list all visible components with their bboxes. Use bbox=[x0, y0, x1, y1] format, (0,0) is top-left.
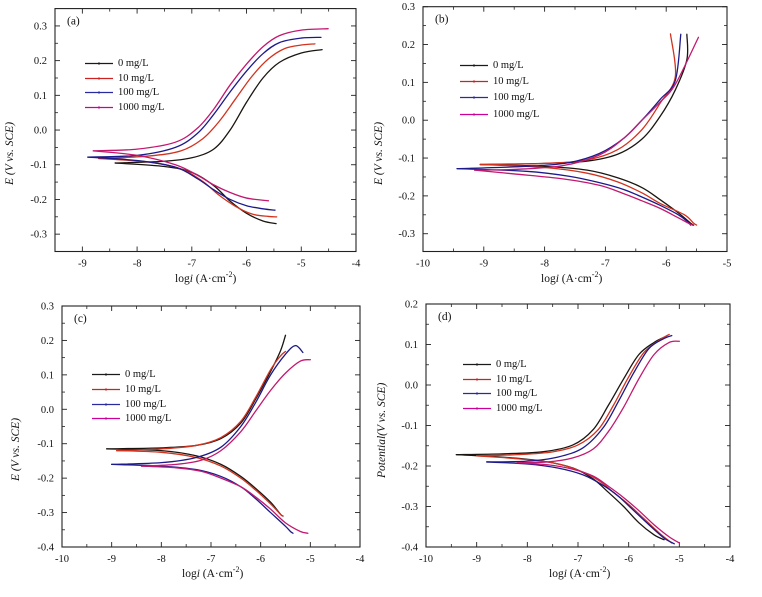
svg-text:-7: -7 bbox=[207, 554, 216, 565]
svg-text:0.0: 0.0 bbox=[41, 405, 54, 416]
svg-text:-0.2: -0.2 bbox=[30, 195, 47, 206]
svg-text:-0.4: -0.4 bbox=[401, 543, 418, 554]
svg-text:0.3: 0.3 bbox=[41, 302, 54, 313]
svg-text:0.1: 0.1 bbox=[34, 91, 47, 102]
svg-text:-5: -5 bbox=[297, 259, 306, 270]
svg-text:-10: -10 bbox=[416, 259, 430, 270]
svg-text:-8: -8 bbox=[133, 259, 142, 270]
svg-text:0.2: 0.2 bbox=[402, 40, 415, 51]
svg-text:-10: -10 bbox=[419, 554, 433, 565]
svg-text:(c): (c) bbox=[74, 313, 87, 325]
svg-text:0.1: 0.1 bbox=[41, 370, 54, 381]
svg-text:(d): (d) bbox=[438, 311, 452, 323]
svg-text:-9: -9 bbox=[107, 554, 116, 565]
svg-text:-7: -7 bbox=[187, 259, 196, 270]
svg-text:-9: -9 bbox=[472, 554, 481, 565]
svg-text:-4: -4 bbox=[356, 554, 365, 565]
svg-text:-0.3: -0.3 bbox=[401, 502, 418, 513]
svg-text:-0.1: -0.1 bbox=[30, 160, 47, 171]
svg-text:-6: -6 bbox=[624, 554, 633, 565]
svg-text:-7: -7 bbox=[601, 259, 610, 270]
svg-text:-0.3: -0.3 bbox=[30, 230, 47, 241]
svg-text:(a): (a) bbox=[67, 16, 80, 28]
svg-text:-5: -5 bbox=[306, 554, 315, 565]
svg-text:-0.1: -0.1 bbox=[401, 421, 418, 432]
svg-text:0.0: 0.0 bbox=[405, 381, 418, 392]
svg-text:-0.1: -0.1 bbox=[37, 439, 54, 450]
svg-text:(b): (b) bbox=[435, 14, 449, 26]
svg-text:0.2: 0.2 bbox=[34, 56, 47, 67]
svg-text:-8: -8 bbox=[523, 554, 532, 565]
svg-text:-9: -9 bbox=[78, 259, 87, 270]
svg-text:-6: -6 bbox=[242, 259, 251, 270]
svg-text:0.1: 0.1 bbox=[402, 78, 415, 89]
svg-text:-5: -5 bbox=[675, 554, 684, 565]
svg-text:-6: -6 bbox=[662, 259, 671, 270]
svg-text:0.2: 0.2 bbox=[405, 300, 418, 311]
svg-text:-0.4: -0.4 bbox=[37, 543, 54, 554]
svg-text:-0.1: -0.1 bbox=[398, 154, 415, 165]
svg-text:0.0: 0.0 bbox=[34, 126, 47, 137]
svg-text:-7: -7 bbox=[574, 554, 583, 565]
svg-text:-4: -4 bbox=[352, 259, 361, 270]
svg-text:-5: -5 bbox=[723, 259, 732, 270]
svg-text:-0.3: -0.3 bbox=[37, 508, 54, 519]
svg-text:-0.2: -0.2 bbox=[401, 462, 418, 473]
svg-text:0.2: 0.2 bbox=[41, 336, 54, 347]
svg-text:-10: -10 bbox=[55, 554, 69, 565]
svg-text:-8: -8 bbox=[157, 554, 166, 565]
svg-text:0.1: 0.1 bbox=[405, 340, 418, 351]
svg-text:-6: -6 bbox=[256, 554, 265, 565]
svg-text:-4: -4 bbox=[726, 554, 735, 565]
svg-text:-0.2: -0.2 bbox=[37, 474, 54, 485]
svg-text:0.3: 0.3 bbox=[34, 21, 47, 32]
svg-text:-9: -9 bbox=[479, 259, 488, 270]
svg-text:-0.2: -0.2 bbox=[398, 191, 415, 202]
svg-text:0.0: 0.0 bbox=[402, 116, 415, 127]
svg-text:-0.3: -0.3 bbox=[398, 229, 415, 240]
svg-text:0.3: 0.3 bbox=[402, 2, 415, 13]
svg-text:-8: -8 bbox=[540, 259, 549, 270]
